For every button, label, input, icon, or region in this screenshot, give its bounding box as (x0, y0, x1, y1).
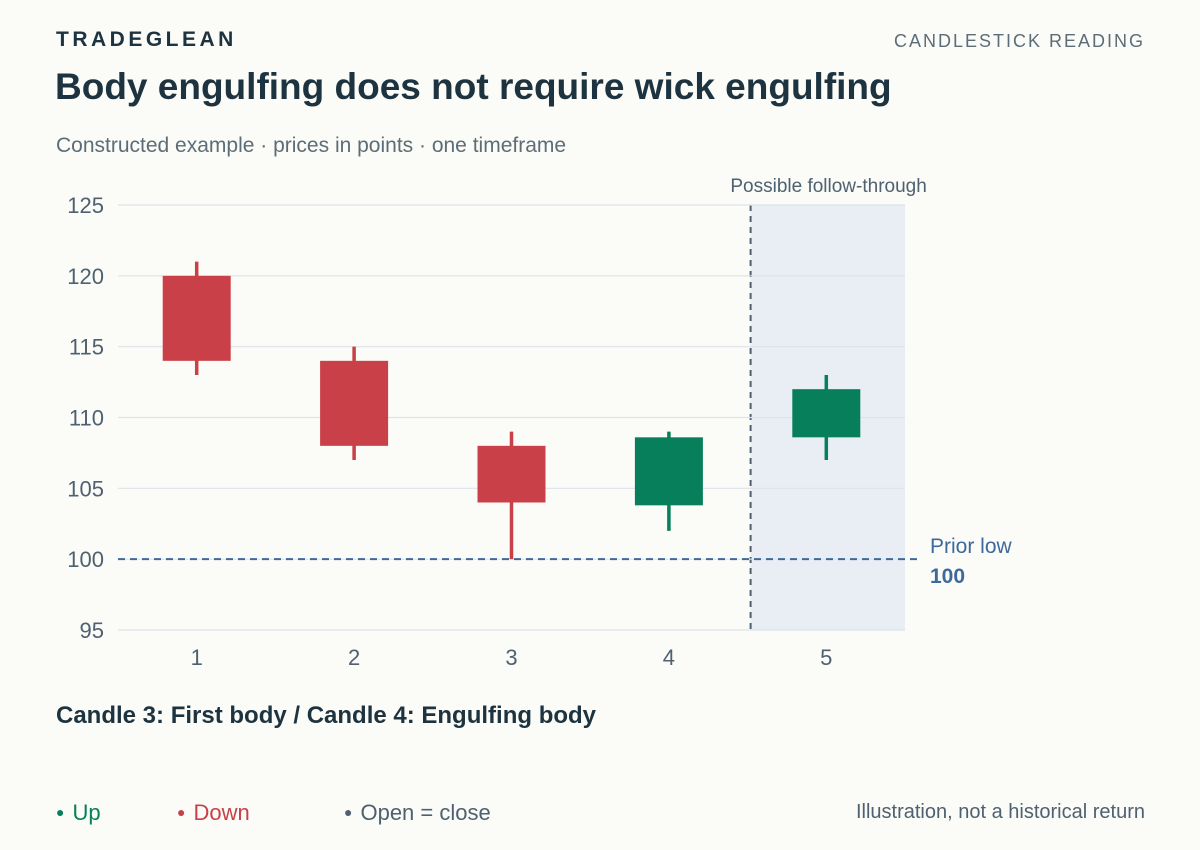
disclaimer: Illustration, not a historical return (855, 801, 1145, 823)
legend-label-down: Down (193, 800, 250, 825)
candle-body (320, 360, 389, 446)
section-kicker: CANDLESTICK READING (893, 31, 1145, 51)
flat-dot-icon: ● (344, 804, 353, 820)
y-tick-label: 105 (67, 476, 104, 501)
x-tick-label: 5 (820, 645, 832, 670)
down-dot-icon: ● (177, 804, 186, 820)
candle-2 (320, 346, 389, 460)
legend-item-flat: ● Open = close (344, 800, 491, 826)
reference-layer: Prior low 100 (118, 535, 1013, 588)
candle-body (162, 275, 231, 361)
x-tick-label: 2 (348, 645, 360, 670)
y-tick-label: 120 (67, 264, 104, 289)
shaded-region-label: Possible follow-through (730, 176, 926, 197)
legend-item-down: ● Down (177, 800, 250, 826)
y-tick-label: 100 (67, 547, 104, 572)
y-tick-label: 115 (69, 335, 104, 360)
y-tick-label: 110 (69, 406, 104, 431)
legend-label-up: Up (72, 800, 101, 825)
x-tick-label: 4 (663, 645, 675, 670)
reference-line-value: 100 (930, 565, 965, 588)
candle-note: Candle 3: First body / Candle 4: Engulfi… (56, 702, 597, 729)
candles (162, 261, 861, 560)
candle-1 (162, 261, 231, 375)
x-tick-label: 1 (191, 645, 203, 670)
up-dot-icon: ● (56, 804, 65, 820)
reference-line-label: Prior low (930, 535, 1013, 558)
candle-body (477, 445, 546, 503)
candle-body (792, 389, 861, 438)
legend-label-flat: Open = close (360, 800, 491, 825)
chart-subtitle: Constructed example · prices in points ·… (56, 134, 567, 157)
y-tick-label: 95 (80, 618, 104, 643)
chart-title: Body engulfing does not require wick eng… (55, 66, 892, 107)
candlestick-chart: Possible follow-through Prior low 100 95 1… (67, 176, 1013, 670)
candle-3 (477, 431, 546, 560)
brand-name: TRADEGLEAN (56, 28, 237, 51)
candle-4 (634, 431, 703, 531)
legend-item-up: ● Up (56, 800, 101, 826)
y-tick-label: 125 (67, 193, 104, 218)
candle-body (634, 437, 703, 506)
axis-labels: 95 100 105 110 115 120 125 1 2 3 4 5 (67, 193, 832, 670)
candle-5 (792, 375, 861, 460)
x-tick-label: 3 (505, 645, 517, 670)
